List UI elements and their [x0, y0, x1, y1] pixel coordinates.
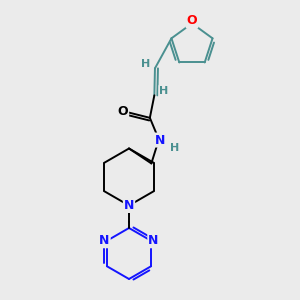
Text: H: H — [170, 143, 179, 153]
Text: O: O — [187, 14, 197, 28]
Text: N: N — [99, 234, 110, 247]
Text: O: O — [118, 105, 128, 118]
Text: N: N — [148, 234, 159, 247]
Text: N: N — [124, 199, 134, 212]
Text: N: N — [155, 134, 166, 146]
Text: H: H — [141, 59, 150, 69]
Text: H: H — [159, 86, 169, 96]
